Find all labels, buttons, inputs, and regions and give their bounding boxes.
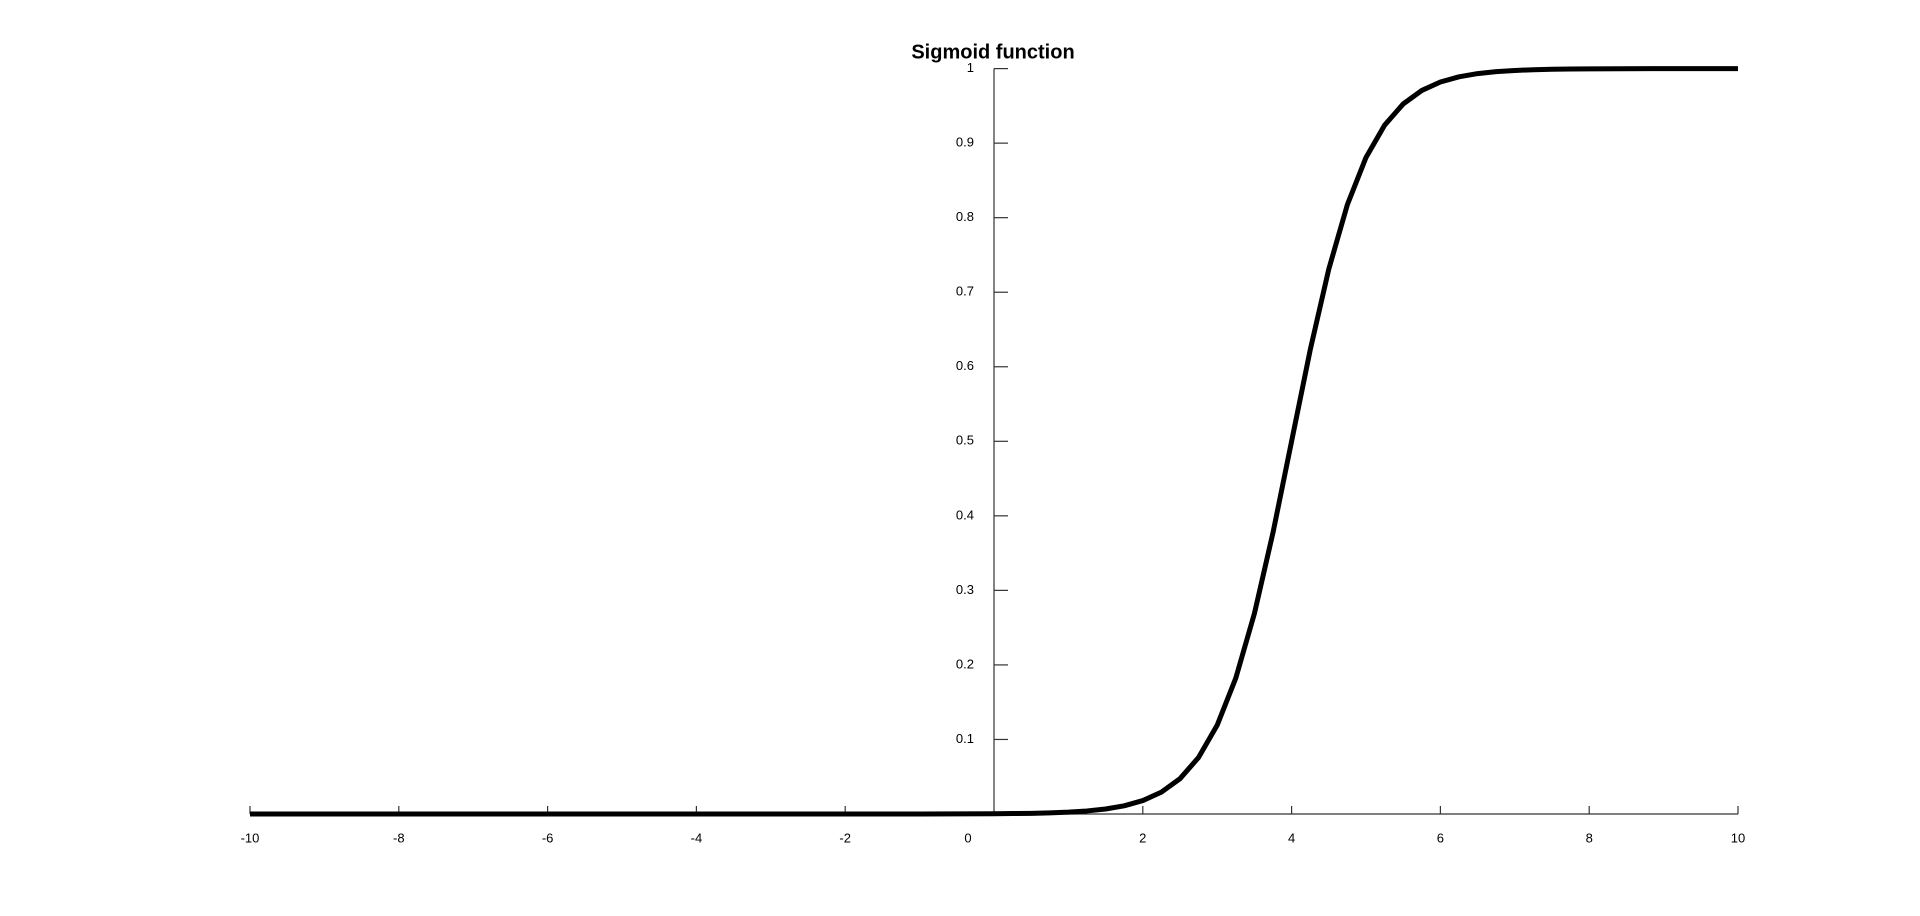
y-tick-label: 0.7 [956,284,974,299]
y-tick-label: 1 [967,60,974,75]
chart-title: Sigmoid function [911,41,1074,63]
y-tick-label: 0.9 [956,135,974,150]
y-tick-label: 0.3 [956,582,974,597]
x-tick-label: 10 [1731,830,1745,845]
x-tick-label: -10 [241,830,260,845]
x-tick-label: -8 [393,830,405,845]
y-tick-label: 0.8 [956,209,974,224]
x-tick-label: 6 [1437,830,1444,845]
series-line [250,66,1738,817]
x-tick-label: 0 [964,830,971,845]
x-tick-label: 4 [1288,830,1295,845]
x-tick-label: -4 [691,830,703,845]
x-tick-label: 8 [1586,830,1593,845]
y-tick-label: 0.2 [956,656,974,671]
y-tick-label: 0.5 [956,433,974,448]
x-tick-label: -2 [839,830,851,845]
x-tick-label: 2 [1139,830,1146,845]
y-tick-label: 0.1 [956,731,974,746]
y-tick-label: 0.4 [956,507,974,522]
y-tick-label: 0.6 [956,358,974,373]
x-tick-label: -6 [542,830,554,845]
